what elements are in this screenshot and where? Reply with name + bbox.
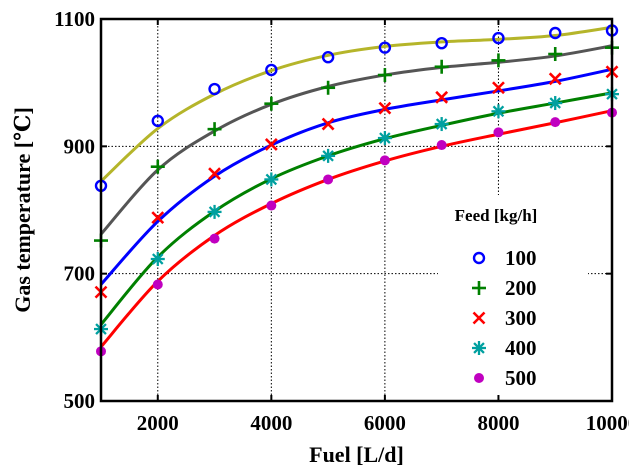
data-point bbox=[265, 63, 278, 77]
data-point bbox=[434, 59, 449, 74]
data-point bbox=[321, 117, 335, 131]
legend-entry-label: 300 bbox=[505, 306, 537, 330]
data-point bbox=[150, 252, 165, 267]
legend-entry-label: 500 bbox=[505, 366, 537, 390]
data-point bbox=[266, 200, 277, 211]
data-point bbox=[377, 68, 392, 83]
data-point bbox=[491, 53, 506, 68]
data-point bbox=[379, 155, 390, 166]
data-point bbox=[436, 140, 447, 151]
fit-curve bbox=[99, 44, 613, 236]
x-tick-label: 2000 bbox=[137, 411, 179, 435]
data-point bbox=[378, 41, 392, 54]
data-point bbox=[208, 82, 221, 96]
data-point bbox=[472, 251, 486, 265]
legend-entry-label: 200 bbox=[505, 276, 537, 300]
data-point bbox=[321, 80, 336, 95]
legend: Feed [kg/h] 100 200 300 400 500 bbox=[455, 206, 538, 390]
data-point bbox=[548, 47, 563, 62]
x-axis-label: Fuel [L/d] bbox=[309, 442, 404, 467]
data-point bbox=[152, 279, 163, 290]
fit-curves bbox=[99, 25, 613, 348]
y-tick-label: 1100 bbox=[54, 7, 95, 31]
data-point bbox=[378, 101, 392, 115]
data-point bbox=[264, 96, 279, 111]
data-point bbox=[493, 127, 504, 138]
plot-frame bbox=[99, 17, 614, 403]
y-tick-label: 700 bbox=[64, 262, 96, 286]
x-tick-label: 4000 bbox=[250, 411, 292, 435]
data-point bbox=[491, 104, 506, 119]
data-point bbox=[472, 311, 486, 325]
legend-entry-label: 400 bbox=[505, 336, 537, 360]
data-point bbox=[472, 281, 486, 295]
y-tick-label: 500 bbox=[64, 389, 96, 413]
y-axis-label: Gas temperature [℃] bbox=[10, 107, 35, 313]
data-point bbox=[474, 373, 484, 383]
data-point bbox=[207, 122, 222, 137]
data-point bbox=[264, 138, 278, 151]
data-point bbox=[151, 114, 164, 128]
data-point bbox=[207, 204, 222, 219]
data-point bbox=[549, 26, 562, 40]
data-point bbox=[208, 167, 221, 181]
data-point bbox=[550, 117, 561, 128]
x-tick-label: 8000 bbox=[477, 411, 519, 435]
data-point bbox=[548, 72, 562, 86]
fit-curve bbox=[99, 67, 613, 286]
data-point bbox=[472, 341, 486, 355]
x-tick-label: 10000 bbox=[586, 411, 629, 435]
data-point bbox=[435, 90, 449, 104]
data-point bbox=[264, 172, 279, 187]
y-axis-ticks: 500 700 900 1100 bbox=[54, 7, 612, 413]
data-point bbox=[434, 117, 449, 132]
data-point bbox=[548, 96, 563, 111]
data-point bbox=[492, 31, 505, 45]
data-point bbox=[209, 233, 220, 244]
fit-curve bbox=[99, 109, 613, 348]
data-point bbox=[492, 81, 505, 95]
data-point bbox=[151, 211, 165, 225]
fit-curve bbox=[99, 91, 613, 326]
legend-title: Feed [kg/h] bbox=[455, 206, 538, 225]
data-point bbox=[321, 148, 336, 163]
data-point bbox=[377, 131, 392, 146]
data-point bbox=[323, 174, 334, 185]
data-point bbox=[321, 51, 335, 64]
x-tick-label: 6000 bbox=[364, 411, 406, 435]
data-point bbox=[150, 159, 165, 174]
fit-curve bbox=[99, 25, 613, 183]
y-tick-label: 900 bbox=[64, 134, 96, 158]
x-axis-ticks: 2000 4000 6000 8000 10000 bbox=[137, 19, 629, 435]
legend-entry-label: 100 bbox=[505, 246, 537, 270]
data-point bbox=[435, 36, 448, 50]
legend-box bbox=[438, 195, 588, 395]
